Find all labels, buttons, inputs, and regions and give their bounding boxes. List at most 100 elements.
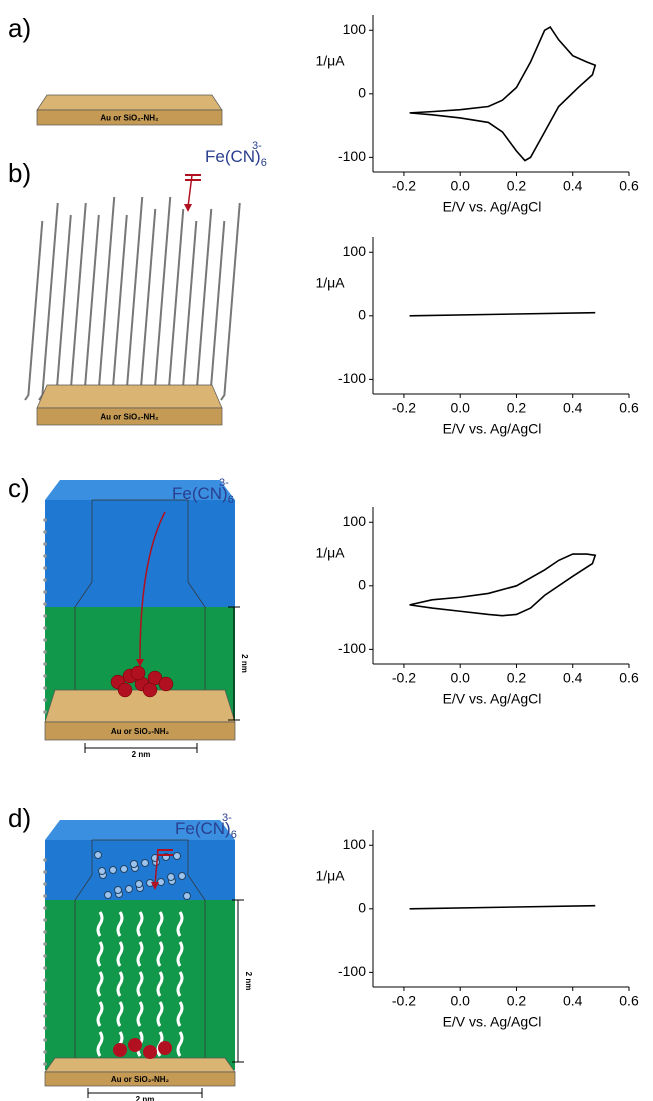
side-chain (43, 858, 47, 862)
side-chain (43, 1038, 47, 1042)
x-tick-label: 0.4 (563, 993, 583, 1009)
adsorbed-molecule (118, 683, 132, 697)
adsorbed-molecule (131, 666, 145, 680)
x-tick-label: 0.0 (450, 178, 470, 194)
x-tick-label: 0.6 (619, 993, 639, 1009)
solvent-molecule (174, 853, 181, 860)
x-axis-label: E/V vs. Ag/AgCl (443, 199, 542, 215)
adsorbed-molecule (128, 1038, 142, 1052)
y-tick-label: 0 (358, 307, 366, 323)
side-chain (43, 518, 47, 522)
y-tick-label: 100 (343, 21, 367, 37)
side-chain (43, 590, 47, 594)
solvent-molecule (99, 868, 106, 875)
y-axis-label: 1/μA (315, 545, 345, 561)
substrate-label: Au or SiO₂-NH₂ (111, 727, 170, 736)
molecule-chain (25, 221, 42, 400)
side-chain (43, 650, 47, 654)
x-tick-label: 0.2 (507, 670, 527, 686)
substrate-top (45, 690, 235, 722)
side-chain (43, 918, 47, 922)
x-tick-label: -0.2 (392, 670, 416, 686)
side-chain (43, 530, 47, 534)
solvent-molecule (142, 860, 149, 867)
side-chain (43, 894, 47, 898)
x-axis-label: E/V vs. Ag/AgCl (443, 1014, 542, 1030)
solvent-molecule (95, 852, 102, 859)
molecule-chain (179, 221, 196, 400)
x-tick-label: 0.0 (450, 400, 470, 416)
solvent-molecule (126, 886, 133, 893)
side-chain (43, 566, 47, 570)
x-tick-label: 0.2 (507, 178, 527, 194)
x-tick-label: 0.4 (563, 400, 583, 416)
solvent-molecule (131, 861, 138, 868)
x-tick-label: 0.6 (619, 400, 639, 416)
substrate-label: Au or SiO₂-NH₂ (111, 1075, 170, 1084)
side-chain (43, 1062, 47, 1066)
solvent-molecule (136, 881, 143, 888)
side-chain (43, 882, 47, 886)
side-chain (43, 990, 47, 994)
width-label: 2 nm (136, 1095, 155, 1101)
side-chain (43, 578, 47, 582)
y-tick-label: 0 (358, 85, 366, 101)
side-chain (43, 674, 47, 678)
height-label: 2 nm (244, 972, 253, 991)
height-label: 2 nm (240, 654, 249, 673)
side-chain (43, 710, 47, 714)
adsorbed-molecule (143, 683, 157, 697)
y-axis-label: 1/μA (315, 868, 345, 884)
side-chain (43, 930, 47, 934)
adsorbed-molecule (113, 1043, 127, 1057)
x-tick-label: -0.2 (392, 400, 416, 416)
cv-curve (410, 27, 596, 160)
solvent-molecule (179, 873, 186, 880)
solvent-molecule (115, 887, 122, 894)
y-tick-label: -100 (338, 370, 366, 386)
cv-curve (410, 906, 596, 909)
substrate-top (37, 385, 222, 408)
ion-charge: 3- (219, 477, 229, 489)
side-chain (43, 662, 47, 666)
x-tick-label: -0.2 (392, 993, 416, 1009)
side-chain (43, 906, 47, 910)
molecule-chain (81, 215, 99, 400)
x-tick-label: 0.0 (450, 670, 470, 686)
panel-label: d) (8, 803, 31, 833)
side-chain (43, 614, 47, 618)
side-chain (43, 686, 47, 690)
figure: a)Au or SiO₂-NH₂b)Au or SiO₂-NH₂Fe(CN)63… (0, 0, 653, 1101)
y-tick-label: 0 (358, 577, 366, 593)
y-tick-label: 100 (343, 836, 367, 852)
ion-charge: 3- (222, 812, 232, 824)
side-chain (43, 626, 47, 630)
solvent-molecule (184, 893, 191, 900)
molecule-chain (207, 221, 224, 400)
x-tick-label: 0.4 (563, 178, 583, 194)
arrow-head (184, 204, 192, 212)
x-tick-label: 0.2 (507, 400, 527, 416)
side-chain (43, 1026, 47, 1030)
substrate-top (45, 1058, 235, 1072)
side-chain (43, 1014, 47, 1018)
substrate-label: Au or SiO₂-NH₂ (100, 114, 159, 123)
side-chain (43, 638, 47, 642)
side-chain (43, 602, 47, 606)
x-axis-label: E/V vs. Ag/AgCl (443, 691, 542, 707)
side-chain (43, 698, 47, 702)
molecule-chain (109, 215, 127, 400)
adsorbed-molecule (159, 677, 173, 691)
side-chain (43, 870, 47, 874)
ion-charge: 3- (252, 140, 262, 152)
y-tick-label: -100 (338, 148, 366, 164)
y-tick-label: 0 (358, 900, 366, 916)
substrate-label: Au or SiO₂-NH₂ (100, 413, 159, 422)
solvent-molecule (121, 866, 128, 873)
x-tick-label: -0.2 (392, 178, 416, 194)
side-chain (43, 542, 47, 546)
cv-curve (410, 554, 596, 616)
solvent-molecule (110, 867, 117, 874)
y-axis-label: 1/μA (315, 275, 345, 291)
y-tick-label: -100 (338, 963, 366, 979)
